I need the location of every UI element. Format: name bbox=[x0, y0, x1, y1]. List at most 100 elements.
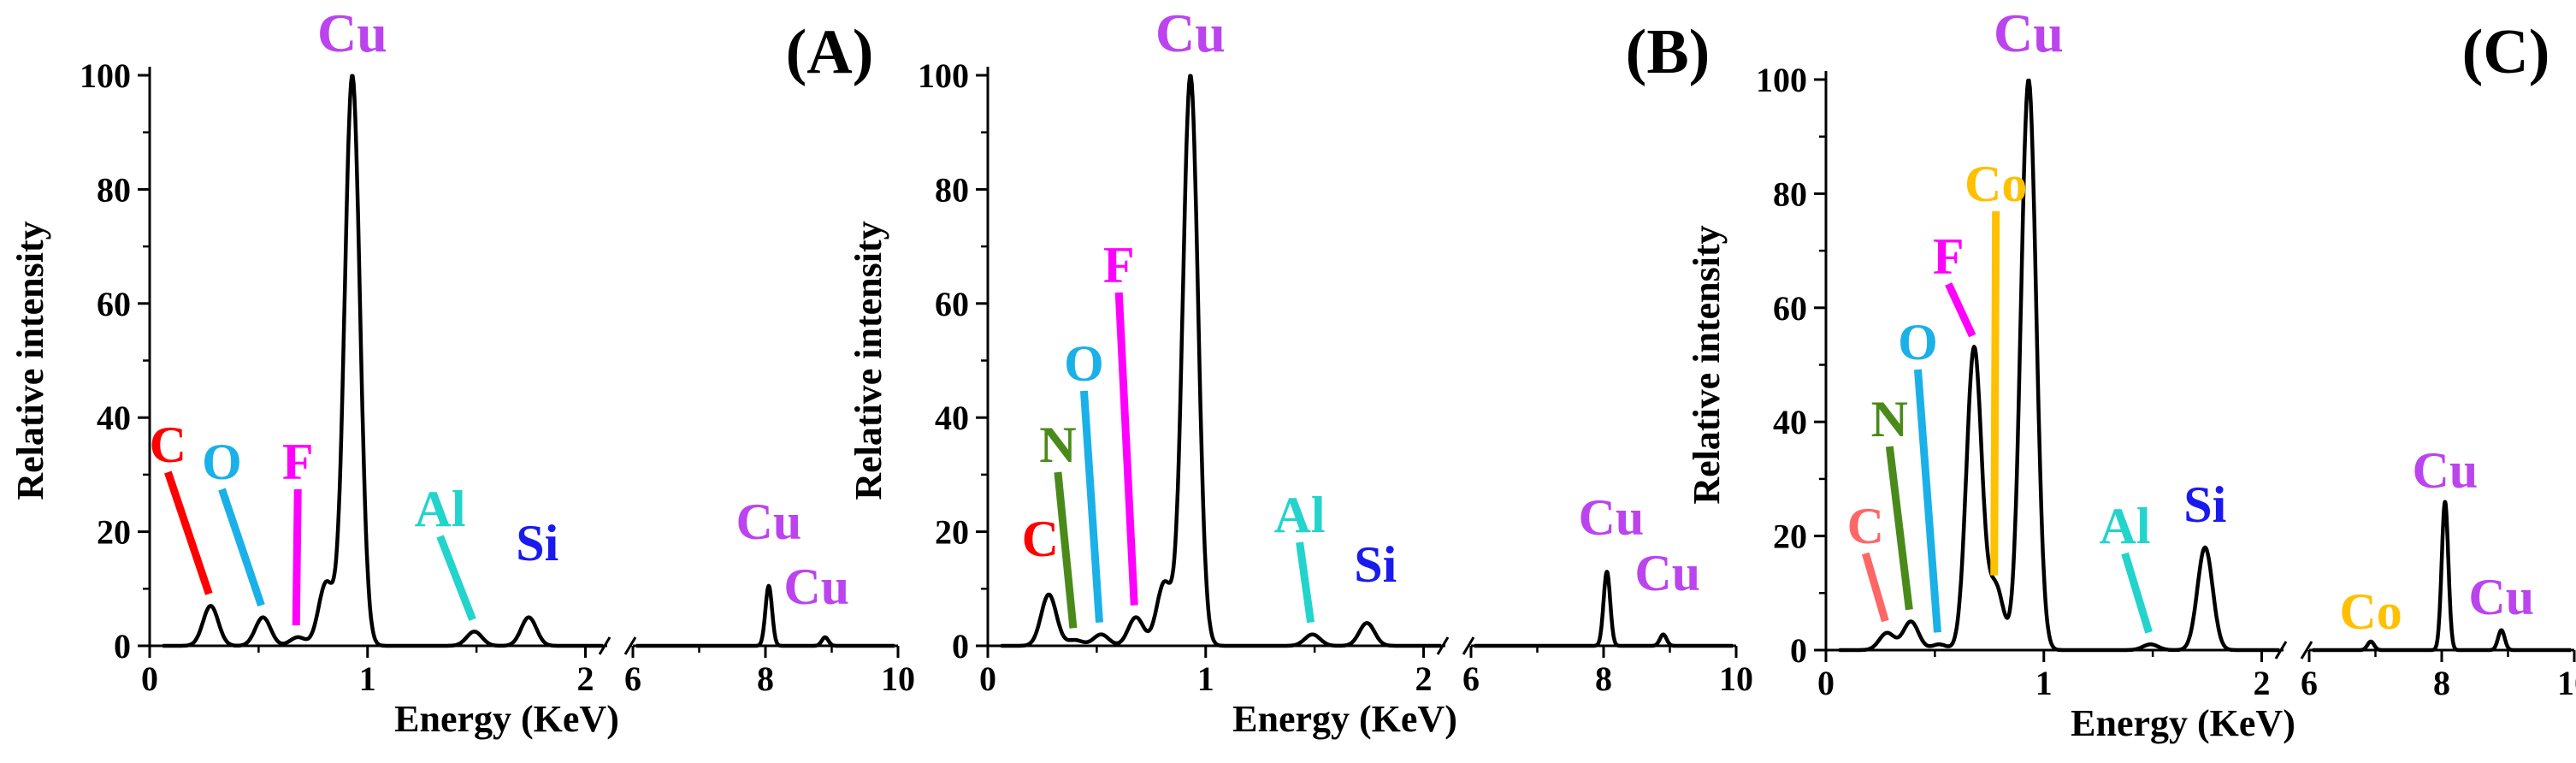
element-label: Al bbox=[2100, 498, 2151, 554]
x-tick-label: 8 bbox=[757, 659, 774, 698]
x-tick-label: 2 bbox=[2254, 664, 2271, 702]
element-leader-line bbox=[1114, 292, 1138, 606]
y-tick-label: 80 bbox=[1773, 174, 1807, 213]
y-tick-label: 0 bbox=[114, 627, 131, 665]
y-tick-label: 80 bbox=[935, 170, 969, 209]
spectrum-line bbox=[1473, 570, 1734, 648]
element-leader-line bbox=[1054, 471, 1078, 629]
y-tick-label: 0 bbox=[952, 627, 969, 665]
x-tick-label: 2 bbox=[1415, 659, 1433, 698]
y-tick-label: 40 bbox=[935, 399, 969, 437]
element-label: Cu bbox=[1634, 545, 1700, 601]
element-label: O bbox=[202, 434, 242, 490]
element-label: C bbox=[1022, 511, 1059, 567]
element-label: Al bbox=[415, 481, 466, 537]
x-tick-label: 6 bbox=[624, 659, 641, 698]
x-tick-label: 0 bbox=[979, 659, 996, 698]
x-tick-label: 6 bbox=[1462, 659, 1480, 698]
x-tick-label: 8 bbox=[2433, 664, 2450, 702]
y-tick-label: 60 bbox=[935, 285, 969, 323]
panel-label: (B) bbox=[1626, 17, 1710, 87]
spectrum-line bbox=[635, 583, 896, 648]
element-label: Co bbox=[2339, 583, 2402, 640]
element-label: Si bbox=[516, 515, 558, 571]
element-label: Cu bbox=[1579, 489, 1645, 546]
y-tick-label: 20 bbox=[935, 513, 969, 552]
y-tick-label: 40 bbox=[97, 399, 131, 437]
element-label: N bbox=[1039, 417, 1076, 473]
spectrum-panel-2: 0 20 40 60 80 100 0 1 26 8 10 Energy (KeV) Relative … bbox=[1686, 3, 2576, 744]
element-label: Cu bbox=[2468, 569, 2534, 625]
element-label: Cu bbox=[1155, 3, 1226, 63]
x-tick-label: 1 bbox=[359, 659, 376, 698]
element-label: Al bbox=[1274, 487, 1326, 543]
x-tick-label: 1 bbox=[2035, 664, 2053, 702]
x-tick-label: 0 bbox=[141, 659, 158, 698]
x-tick-label: 6 bbox=[2301, 664, 2318, 702]
element-leader-line bbox=[1296, 541, 1315, 624]
y-axis-title: Relative intensity bbox=[1686, 225, 1728, 504]
element-leader-line bbox=[218, 488, 265, 607]
element-label: C bbox=[150, 417, 186, 473]
spectrum-line bbox=[1000, 74, 1443, 648]
element-label: O bbox=[1898, 314, 1938, 370]
element-label: Cu bbox=[1994, 3, 2064, 63]
element-label: F bbox=[282, 434, 314, 490]
element-label: N bbox=[1871, 391, 1908, 447]
x-tick-label: 8 bbox=[1595, 659, 1612, 698]
x-tick-label: 10 bbox=[881, 659, 915, 698]
y-tick-label: 40 bbox=[1773, 403, 1807, 441]
element-leader-line bbox=[436, 535, 476, 621]
element-label: Co bbox=[1964, 156, 2027, 212]
spectrum-panel-1: 0 20 40 60 80 100 0 1 2 6 8 10 Energy (KeV) Relative … bbox=[848, 3, 1753, 740]
element-label: Cu bbox=[2413, 442, 2479, 499]
spectrum-line bbox=[162, 74, 605, 648]
spectrum-line bbox=[1838, 78, 2281, 653]
axis-break-mark bbox=[623, 636, 637, 655]
element-label: F bbox=[1933, 228, 1964, 285]
x-tick-label: 10 bbox=[2557, 664, 2576, 702]
x-tick-label: 2 bbox=[577, 659, 594, 698]
element-label: Cu bbox=[783, 559, 849, 615]
axis-break-mark bbox=[2274, 641, 2288, 659]
x-axis-title: Energy (KeV) bbox=[1232, 698, 1457, 740]
y-tick-label: 20 bbox=[97, 513, 131, 552]
element-leader-line bbox=[1079, 390, 1103, 623]
element-leader-line bbox=[1945, 282, 1976, 338]
axis-break-mark bbox=[598, 636, 612, 655]
element-label: Si bbox=[2183, 476, 2226, 533]
element-leader-line bbox=[292, 488, 302, 626]
y-tick-label: 80 bbox=[97, 170, 131, 209]
y-tick-label: 20 bbox=[1773, 518, 1807, 556]
x-tick-label: 0 bbox=[1817, 664, 1835, 702]
y-tick-label: 60 bbox=[1773, 289, 1807, 328]
spectrum-panel-0: 0 20 40 60 80 100 0 1 2 6 8 10 Energy (KeV) Relative … bbox=[9, 3, 915, 740]
element-label: Cu bbox=[736, 494, 802, 550]
y-tick-label: 0 bbox=[1790, 631, 1807, 670]
y-tick-label: 100 bbox=[80, 56, 131, 95]
element-label: C bbox=[1847, 498, 1884, 554]
element-label: O bbox=[1064, 335, 1104, 392]
element-leader-line bbox=[1862, 552, 1889, 623]
x-tick-label: 10 bbox=[1719, 659, 1753, 698]
spectrum-line bbox=[2311, 500, 2573, 653]
element-label: Si bbox=[1354, 536, 1397, 593]
x-axis-title: Energy (KeV) bbox=[394, 698, 619, 740]
panel-label: (A) bbox=[786, 17, 874, 87]
axis-break-mark bbox=[1436, 636, 1450, 655]
axis-break-mark bbox=[2300, 641, 2313, 659]
y-tick-label: 100 bbox=[918, 56, 969, 95]
element-leader-line bbox=[1990, 210, 2000, 576]
element-label: Cu bbox=[317, 3, 387, 63]
y-tick-label: 60 bbox=[97, 285, 131, 323]
element-leader-line bbox=[2121, 552, 2153, 634]
x-tick-label: 1 bbox=[1197, 659, 1214, 698]
element-leader-line bbox=[1913, 369, 1941, 633]
y-tick-label: 100 bbox=[1756, 61, 1807, 99]
y-axis-title: Relative intensity bbox=[9, 221, 51, 500]
y-axis-title: Relative intensity bbox=[848, 221, 889, 500]
element-label: F bbox=[1103, 237, 1135, 293]
element-leader-line bbox=[164, 470, 213, 595]
panel-label: (C) bbox=[2462, 17, 2550, 87]
